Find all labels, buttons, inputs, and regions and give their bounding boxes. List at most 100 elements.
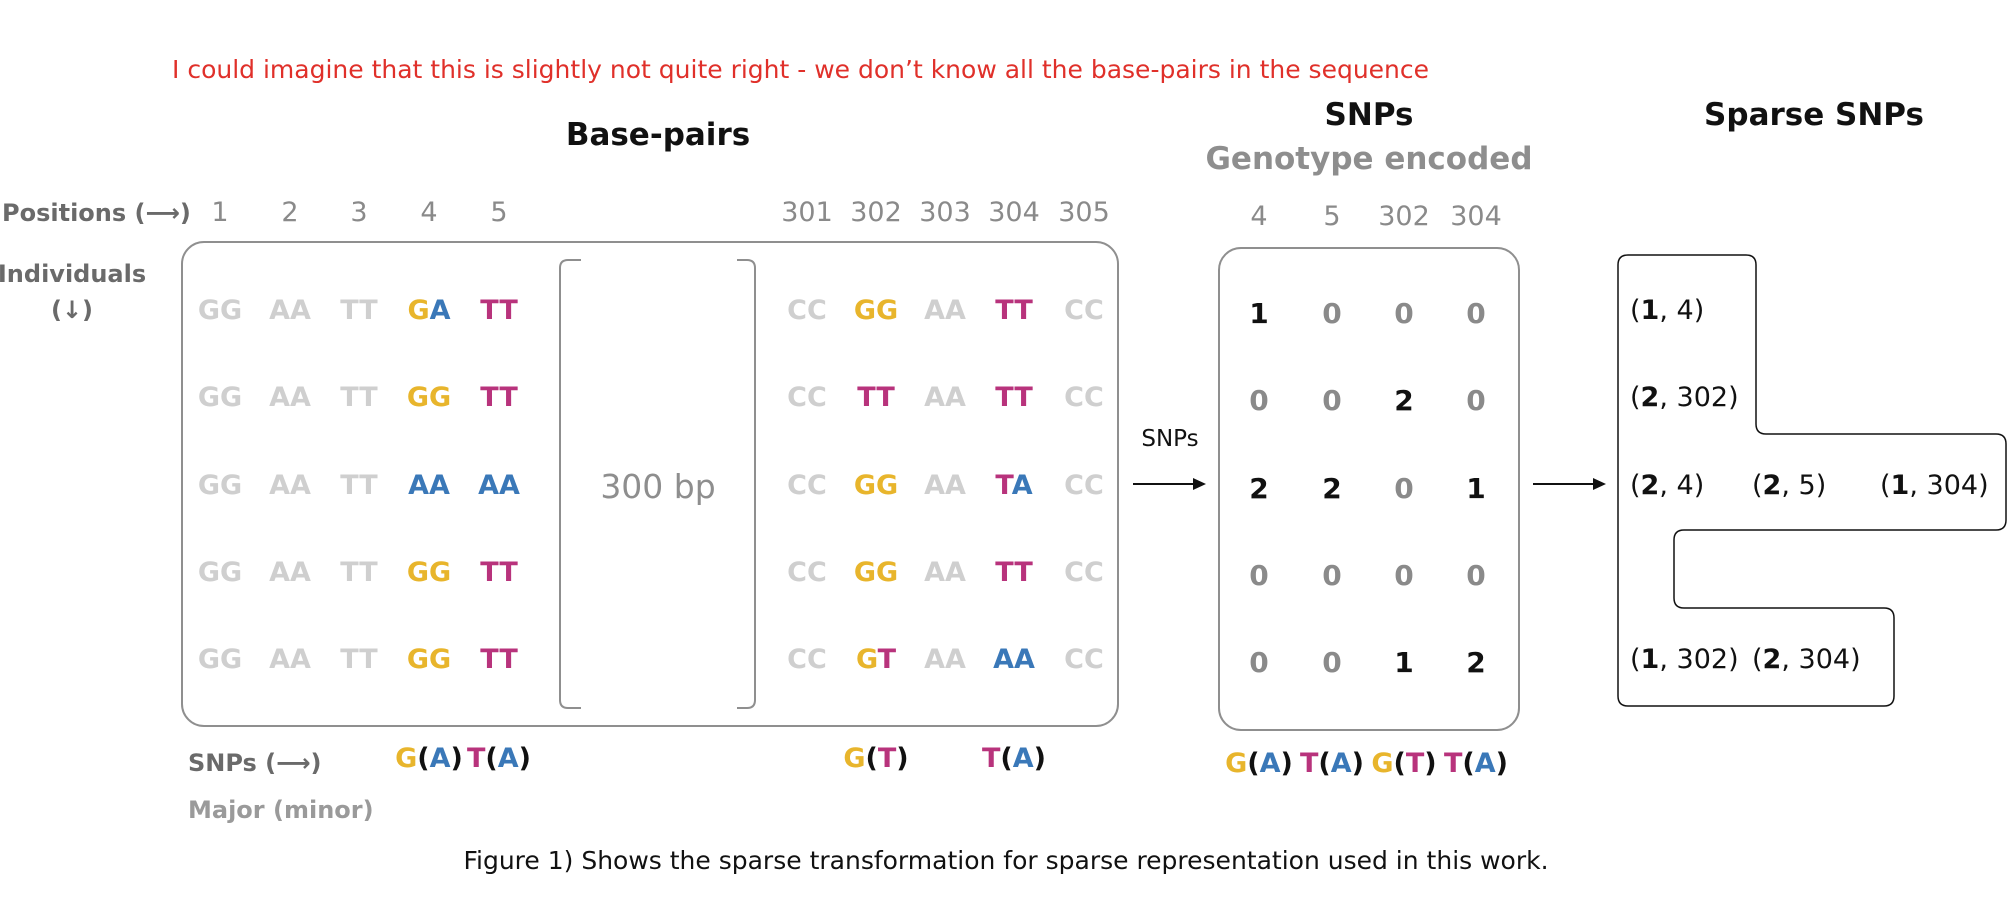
- genotype-cell: AA: [924, 644, 966, 675]
- sparse-entry: (1, 302): [1630, 644, 1739, 675]
- genotype-cell: AA: [269, 557, 311, 588]
- figure-caption: Figure 1) Shows the sparse transformatio…: [463, 846, 1548, 875]
- position-tick: 305: [1058, 197, 1110, 228]
- snp-allele-label: G(A): [395, 743, 463, 774]
- genotype-position-tick: 4: [1250, 201, 1267, 232]
- sparse-position: 302: [1677, 382, 1729, 413]
- position-tick: 1: [211, 197, 228, 228]
- genotype-value: 0: [1394, 559, 1413, 592]
- title-genotype-encoded: Genotype encoded: [1205, 141, 1532, 177]
- genotype-cell: AA: [924, 557, 966, 588]
- base-pairs-grid-left: GG AA TT GA TT GG AA TT GG TT GG AA TT AA AA GG AA TT GG TT…: [198, 295, 520, 675]
- genotype-alleles: G(A) T(A) G(T) T(A): [1225, 748, 1508, 779]
- position-tick: 302: [850, 197, 902, 228]
- genotype-value: 2: [1466, 646, 1485, 679]
- arrow-to-genotype-head: [1193, 478, 1206, 490]
- genotype-cell: TT: [340, 470, 378, 501]
- genotype-value: 0: [1466, 297, 1485, 330]
- genotype-cell: CC: [787, 295, 827, 326]
- position-tick: 304: [988, 197, 1040, 228]
- genotype-value: 0: [1394, 472, 1413, 505]
- genotype-value: 2: [1249, 472, 1268, 505]
- title-base-pairs: Base-pairs: [566, 117, 750, 153]
- genotype-cell: TT: [995, 557, 1033, 588]
- genotype-cell: AA: [408, 470, 450, 501]
- genotype-cell: AA: [269, 295, 311, 326]
- sparse-value: 1: [1891, 470, 1910, 501]
- genotype-cell: GG: [198, 382, 242, 413]
- sparse-position: 4: [1677, 295, 1694, 326]
- genotype-cell: AA: [478, 470, 520, 501]
- genotype-allele-label: G(A): [1225, 748, 1293, 779]
- genotype-cell: TT: [480, 557, 518, 588]
- snp-allele-label: T(A): [467, 743, 531, 774]
- sparse-position: 302: [1677, 644, 1729, 675]
- sparse-value: 1: [1641, 295, 1660, 326]
- individuals-arrow: (↓): [51, 296, 93, 324]
- sparse-entry: (2, 4): [1630, 470, 1704, 501]
- arrow-to-sparse-head: [1593, 478, 1606, 490]
- genotype-cell: AA: [924, 295, 966, 326]
- sparse-value: 2: [1641, 382, 1660, 413]
- genotype-positions-header: 4 5 302 304: [1250, 201, 1501, 232]
- sparse-position: 304: [1927, 470, 1979, 501]
- genotype-cell: AA: [993, 644, 1035, 675]
- title-snps: SNPs: [1325, 97, 1414, 133]
- genotype-cell: CC: [787, 644, 827, 675]
- genotype-cell: AA: [269, 382, 311, 413]
- genotype-cell: TA: [995, 470, 1032, 501]
- genotype-cell: TT: [340, 295, 378, 326]
- genotype-cell: CC: [1064, 470, 1104, 501]
- genotype-cell: TT: [995, 382, 1033, 413]
- sparse-position: 4: [1677, 470, 1694, 501]
- snp-allele-label: T(A): [982, 743, 1046, 774]
- genotype-cell: GG: [198, 470, 242, 501]
- genotype-cell: GG: [854, 470, 898, 501]
- genotype-value: 0: [1466, 559, 1485, 592]
- sparse-snps-outline: [1617, 254, 2007, 707]
- base-pairs-box: [181, 241, 1119, 727]
- genotype-value: 2: [1322, 472, 1341, 505]
- sparse-value: 2: [1641, 470, 1660, 501]
- genotype-value: 0: [1249, 384, 1268, 417]
- position-tick: 4: [420, 197, 437, 228]
- genotype-cell: GG: [407, 557, 451, 588]
- gap-bracket-left: [559, 259, 581, 709]
- position-tick: 5: [490, 197, 507, 228]
- arrow-label-snps: SNPs: [1141, 426, 1198, 452]
- sparse-entry: (2, 304): [1752, 644, 1861, 675]
- snps-axis-label: SNPs (⟶): [188, 749, 322, 777]
- genotype-value: 0: [1322, 646, 1341, 679]
- genotype-cell: GT: [856, 644, 897, 675]
- genotype-matrix: 1 0 0 0 0 0 2 0 2 2 0 1 0 0 0 0 0 0 1 2: [1249, 297, 1485, 679]
- base-pairs-grid-right: CC GG AA TT CC CC TT AA TT CC CC GG AA TA CC CC GG AA TT CC…: [787, 295, 1104, 675]
- genotype-cell: GA: [407, 295, 450, 326]
- genotype-cell: TT: [857, 382, 895, 413]
- genotype-value: 0: [1466, 384, 1485, 417]
- snp-alleles-right: G(T) T(A): [843, 743, 1046, 774]
- genotype-cell: TT: [340, 644, 378, 675]
- genotype-allele-label: G(T): [1371, 748, 1436, 779]
- genotype-cell: CC: [787, 470, 827, 501]
- genotype-value: 0: [1394, 297, 1413, 330]
- title-sparse-snps: Sparse SNPs: [1704, 97, 1924, 133]
- genotype-cell: CC: [1064, 295, 1104, 326]
- position-tick: 301: [781, 197, 833, 228]
- sparse-position: 5: [1799, 470, 1816, 501]
- genotype-value: 1: [1249, 297, 1268, 330]
- genotype-value: 0: [1322, 559, 1341, 592]
- genotype-cell: AA: [269, 644, 311, 675]
- genotype-cell: GG: [198, 295, 242, 326]
- individuals-label: Individuals: [0, 260, 146, 288]
- positions-right-header: 301 302 303 304 305: [781, 197, 1110, 228]
- genotype-cell: GG: [198, 557, 242, 588]
- annotation-note: I could imagine that this is slightly no…: [172, 55, 1429, 84]
- sparse-value: 2: [1763, 644, 1782, 675]
- genotype-cell: CC: [787, 382, 827, 413]
- sparse-value: 1: [1641, 644, 1660, 675]
- genotype-allele-label: T(A): [1444, 748, 1508, 779]
- gap-bracket-right: [737, 259, 756, 709]
- genotype-value: 1: [1466, 472, 1485, 505]
- sparse-entry: (1, 304): [1880, 470, 1989, 501]
